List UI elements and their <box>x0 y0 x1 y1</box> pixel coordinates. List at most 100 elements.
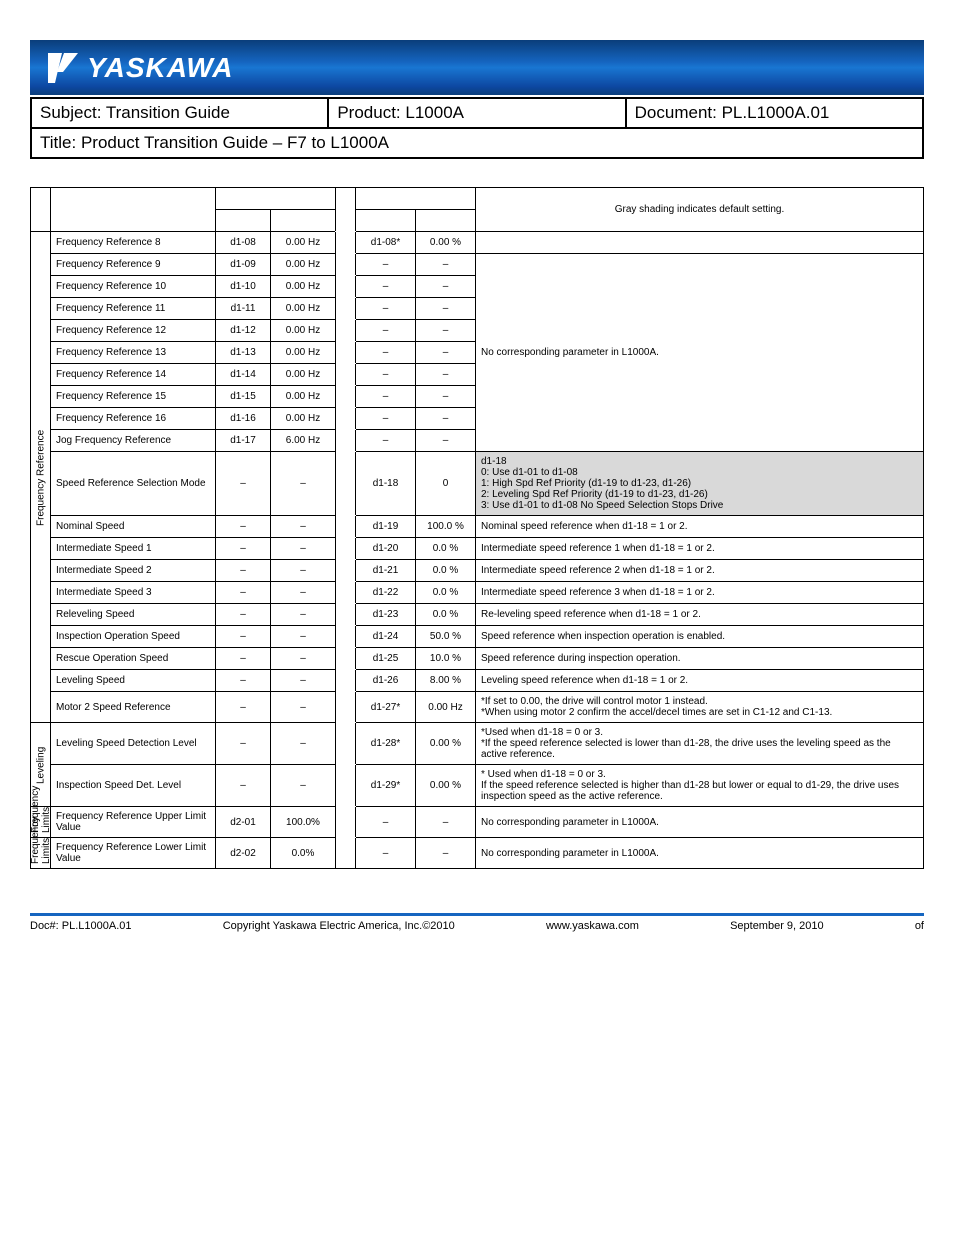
product-label: Product: <box>337 103 405 122</box>
param-code-a: d1-09 <box>216 254 271 276</box>
param-desc: Nominal Speed <box>51 516 216 538</box>
param-code-b: – <box>356 807 416 838</box>
param-value-b: – <box>416 430 476 452</box>
param-notes: Intermediate speed reference 2 when d1-1… <box>476 560 924 582</box>
page-footer: Doc#: PL.L1000A.01 Copyright Yaskawa Ele… <box>30 913 924 932</box>
title-value: Product Transition Guide – F7 to L1000A <box>81 133 389 152</box>
param-desc: Frequency Reference 15 <box>51 386 216 408</box>
param-code-b: – <box>356 320 416 342</box>
param-value-a: – <box>271 692 336 723</box>
param-code-b: d1-18 <box>356 452 416 516</box>
param-desc: Frequency Reference Upper Limit Value <box>51 807 216 838</box>
param-value-a: 0.0% <box>271 838 336 869</box>
param-value-a: – <box>271 604 336 626</box>
param-code-b: – <box>356 276 416 298</box>
param-desc: Frequency Reference 11 <box>51 298 216 320</box>
param-desc: Frequency Reference 12 <box>51 320 216 342</box>
param-value-a: 0.00 Hz <box>271 254 336 276</box>
param-value-a: – <box>271 516 336 538</box>
footer-url: www.yaskawa.com <box>546 920 639 932</box>
param-code-a: – <box>216 670 271 692</box>
param-code-a: d1-15 <box>216 386 271 408</box>
document-value: PL.L1000A.01 <box>722 103 830 122</box>
param-value-a: 0.00 Hz <box>271 342 336 364</box>
param-value-a: 0.00 Hz <box>271 232 336 254</box>
param-code-b: d1-29* <box>356 765 416 807</box>
param-code-b: – <box>356 298 416 320</box>
param-value-b: 0.0 % <box>416 538 476 560</box>
param-value-a: – <box>271 765 336 807</box>
param-notes <box>476 232 924 254</box>
param-code-a: – <box>216 516 271 538</box>
param-code-a: d1-16 <box>216 408 271 430</box>
footer-doc: Doc#: PL.L1000A.01 <box>30 920 132 932</box>
param-notes: Re-leveling speed reference when d1-18 =… <box>476 604 924 626</box>
param-value-a: 0.00 Hz <box>271 276 336 298</box>
param-value-a: – <box>271 626 336 648</box>
param-notes: Leveling speed reference when d1-18 = 1 … <box>476 670 924 692</box>
param-desc: Jog Frequency Reference <box>51 430 216 452</box>
param-notes: Intermediate speed reference 1 when d1-1… <box>476 538 924 560</box>
param-code-a: d2-02 <box>216 838 271 869</box>
param-value-b: 50.0 % <box>416 626 476 648</box>
param-value-a: – <box>271 538 336 560</box>
param-desc: Frequency Reference Lower Limit Value <box>51 838 216 869</box>
param-notes: Intermediate speed reference 3 when d1-1… <box>476 582 924 604</box>
param-desc: Leveling Speed <box>51 670 216 692</box>
doc-header: Subject: Transition Guide Product: L1000… <box>30 97 924 159</box>
param-value-b: 100.0 % <box>416 516 476 538</box>
product-cell: Product: L1000A <box>328 98 625 128</box>
param-value-a: – <box>271 670 336 692</box>
param-code-a: – <box>216 626 271 648</box>
product-value: L1000A <box>405 103 464 122</box>
param-value-b: 0 <box>416 452 476 516</box>
param-code-a: d1-12 <box>216 320 271 342</box>
footer-date: September 9, 2010 <box>730 920 824 932</box>
param-value-a: 0.00 Hz <box>271 298 336 320</box>
param-desc: Intermediate Speed 3 <box>51 582 216 604</box>
param-code-a: d1-14 <box>216 364 271 386</box>
param-value-b: – <box>416 408 476 430</box>
param-code-b: d1-22 <box>356 582 416 604</box>
logo-mark-icon <box>45 50 81 86</box>
param-code-a: d1-11 <box>216 298 271 320</box>
param-code-a: d1-13 <box>216 342 271 364</box>
param-notes: Nominal speed reference when d1-18 = 1 o… <box>476 516 924 538</box>
param-code-a: – <box>216 723 271 765</box>
param-value-a: – <box>271 723 336 765</box>
param-value-b: 0.00 % <box>416 723 476 765</box>
param-desc: Leveling Speed Detection Level <box>51 723 216 765</box>
param-notes: No corresponding parameter in L1000A. <box>476 838 924 869</box>
param-value-a: 0.00 Hz <box>271 364 336 386</box>
param-code-b: d1-26 <box>356 670 416 692</box>
param-code-a: d2-01 <box>216 807 271 838</box>
param-value-b: 0.0 % <box>416 604 476 626</box>
param-desc: Inspection Speed Det. Level <box>51 765 216 807</box>
footer-copyright: Copyright Yaskawa Electric America, Inc.… <box>223 920 455 932</box>
param-value-a: 0.00 Hz <box>271 408 336 430</box>
param-desc: Intermediate Speed 1 <box>51 538 216 560</box>
param-value-b: – <box>416 807 476 838</box>
param-value-b: – <box>416 254 476 276</box>
param-notes: Speed reference when inspection operatio… <box>476 626 924 648</box>
param-code-a: – <box>216 648 271 670</box>
param-code-a: – <box>216 692 271 723</box>
param-value-a: – <box>271 648 336 670</box>
param-code-b: – <box>356 342 416 364</box>
param-value-b: 0.0 % <box>416 582 476 604</box>
param-value-a: 6.00 Hz <box>271 430 336 452</box>
param-code-b: – <box>356 364 416 386</box>
param-value-b: – <box>416 320 476 342</box>
param-value-a: – <box>271 560 336 582</box>
param-code-b: d1-23 <box>356 604 416 626</box>
param-desc: Frequency Reference 10 <box>51 276 216 298</box>
title-cell: Title: Product Transition Guide – F7 to … <box>31 128 923 158</box>
param-desc: Frequency Reference 9 <box>51 254 216 276</box>
parameter-table: Gray shading indicates default setting.F… <box>30 187 924 869</box>
param-desc: Inspection Operation Speed <box>51 626 216 648</box>
param-desc: Frequency Reference 8 <box>51 232 216 254</box>
param-code-b: – <box>356 838 416 869</box>
param-code-b: – <box>356 254 416 276</box>
subject-cell: Subject: Transition Guide <box>31 98 328 128</box>
param-code-a: d1-10 <box>216 276 271 298</box>
